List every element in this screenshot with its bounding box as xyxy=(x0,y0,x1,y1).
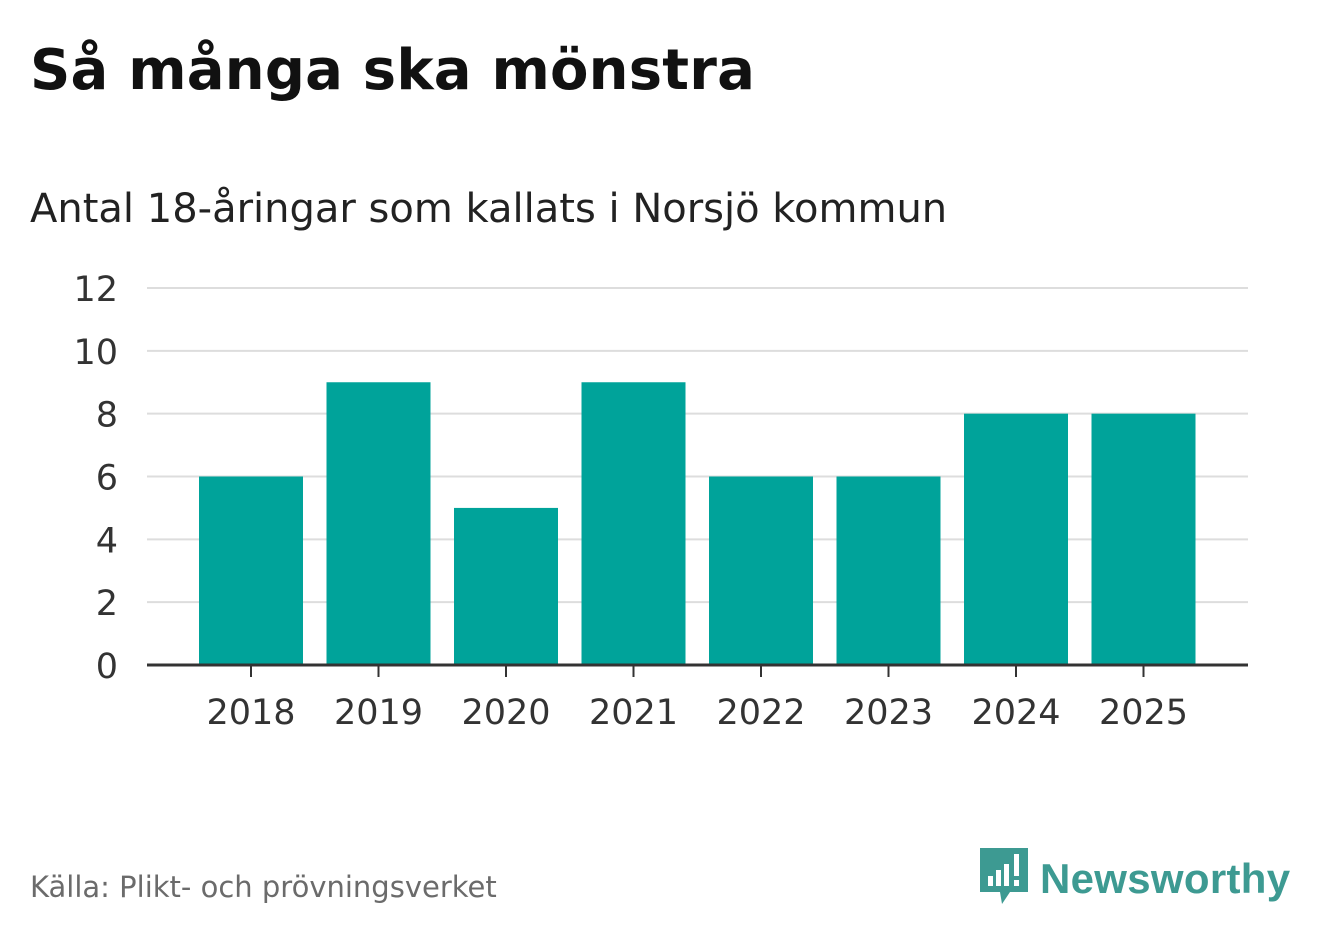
y-tick-label: 12 xyxy=(73,270,118,310)
bar-2022 xyxy=(709,476,813,665)
bar-2020 xyxy=(454,507,558,665)
bar-2024 xyxy=(964,413,1068,665)
bar-2023 xyxy=(836,476,941,665)
brand-logo: Newsworthy xyxy=(980,848,1290,910)
bar-2018 xyxy=(199,476,303,665)
y-tick-label: 8 xyxy=(96,396,118,436)
x-tick-label: 2020 xyxy=(461,693,550,733)
chart-title: Så många ska mönstra xyxy=(30,38,756,103)
y-tick-label: 2 xyxy=(96,584,118,624)
x-tick-label: 2024 xyxy=(971,693,1060,733)
brand-name: Newsworthy xyxy=(1040,855,1291,902)
x-tick-label: 2025 xyxy=(1099,693,1188,733)
y-tick-label: 10 xyxy=(73,333,118,373)
x-tick-label: 2018 xyxy=(206,693,295,733)
bar-2019 xyxy=(326,382,431,665)
newsworthy-logo-icon xyxy=(980,848,1028,904)
y-tick-label: 6 xyxy=(96,459,118,499)
y-tick-label: 4 xyxy=(96,521,118,561)
y-tick-label: 0 xyxy=(96,647,118,687)
bar-2021 xyxy=(581,382,686,665)
x-tick-label: 2022 xyxy=(716,693,805,733)
x-tick-label: 2023 xyxy=(844,693,933,733)
source-note: Källa: Plikt- och prövningsverket xyxy=(30,870,497,904)
x-tick-label: 2019 xyxy=(334,693,423,733)
chart-subtitle: Antal 18-åringar som kallats i Norsjö ko… xyxy=(30,186,948,232)
x-tick-label: 2021 xyxy=(589,693,678,733)
bar-2025 xyxy=(1091,413,1196,665)
